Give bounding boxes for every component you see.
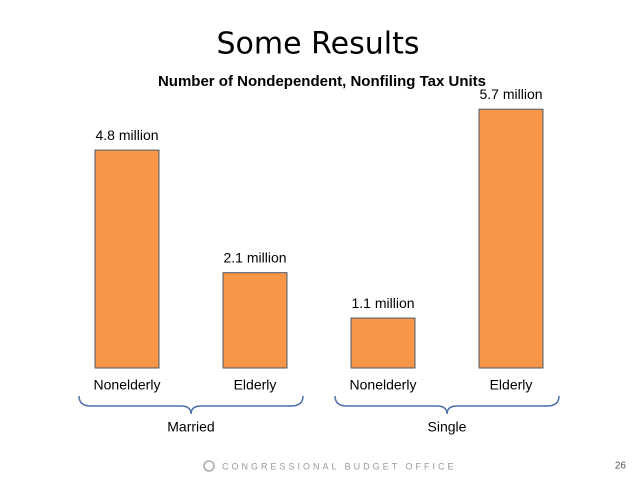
value-label: 1.1 million: [351, 295, 414, 311]
x-tick-label: Elderly: [490, 377, 533, 393]
value-label: 5.7 million: [479, 86, 542, 102]
page-number: 26: [615, 461, 627, 472]
bar: [222, 272, 288, 369]
bar: [478, 108, 544, 369]
group-label: Single: [428, 419, 467, 435]
bar: [350, 317, 416, 369]
x-tick-label: Elderly: [234, 377, 277, 393]
group-label: Married: [167, 419, 214, 435]
slide-title: Some Results: [217, 27, 420, 62]
x-tick-label: Nonelderly: [350, 377, 417, 393]
bar: [94, 149, 160, 369]
chart-title: Number of Nondependent, Nonfiling Tax Un…: [158, 73, 486, 90]
logo: [203, 460, 215, 472]
footer: CONGRESSIONAL BUDGET OFFICE: [222, 461, 457, 471]
value-label: 2.1 million: [223, 249, 286, 265]
value-label: 4.8 million: [95, 127, 158, 143]
group-brace: [334, 395, 560, 415]
group-brace: [78, 395, 304, 415]
x-tick-label: Nonelderly: [94, 377, 161, 393]
